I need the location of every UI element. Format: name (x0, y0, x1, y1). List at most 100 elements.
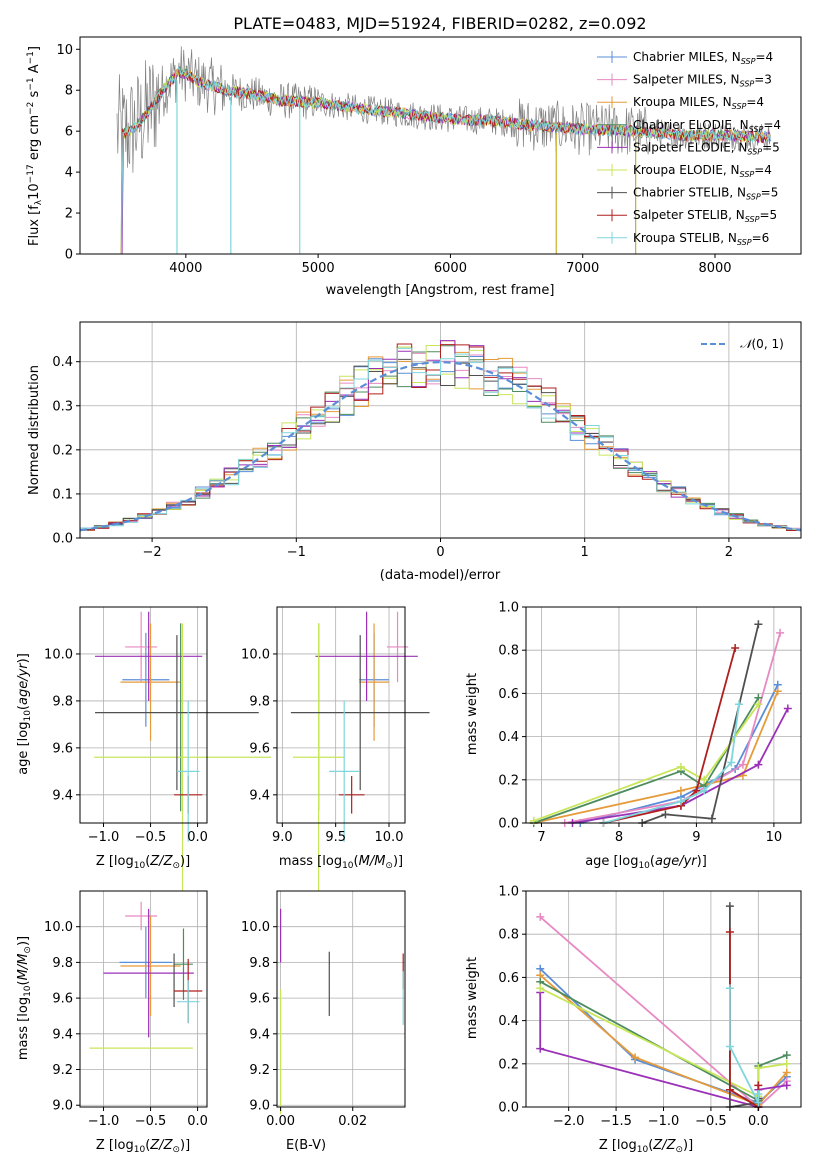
histogram-ylabel: Normed distribution (27, 365, 42, 495)
p5-xlabel: age [log10(age/yr)] (585, 854, 707, 871)
spectrum-xtick-label-3: 7000 (566, 261, 599, 276)
p5-ytick-label-1: 0.2 (498, 773, 519, 788)
p4-ytick-label-1: 9.6 (249, 741, 270, 756)
histogram-step-6 (80, 358, 801, 531)
histogram-xlabel: (data-model)/error (380, 568, 501, 583)
p8-point-4-1 (536, 1044, 545, 1053)
legend-label-4: Salpeter ELODIE, NSSP=5 (633, 140, 780, 156)
p6-xlabel: Z [log10(Z/Z⊙)] (96, 1138, 190, 1155)
p6-frame (79, 890, 208, 1108)
legend-label-1: Salpeter MILES, NSSP=3 (633, 73, 772, 89)
legend-label-3: Chabrier ELODIE, NSSP=4 (633, 118, 781, 134)
spectrum-xtick-label-2: 6000 (434, 261, 467, 276)
histogram-xtick-label-2: 0 (436, 545, 444, 560)
p4-frame (276, 606, 406, 824)
p8-point-5-3 (782, 1059, 791, 1068)
p8-series-line-2 (539, 974, 788, 1106)
p5-point-5-1 (676, 762, 685, 771)
p5-point-7-3 (731, 644, 740, 653)
p8-xtick-label-2: −1.0 (648, 1114, 680, 1129)
p7-xtick-label-0: 0.00 (266, 1114, 295, 1129)
p8-point-8-3 (754, 1090, 763, 1099)
p5-point-4-2 (754, 760, 763, 769)
p8-xlabel: Z [log10(Z/Z⊙)] (599, 1138, 693, 1155)
p8-xtick-label-1: −1.5 (600, 1114, 632, 1129)
p5-point-8-3 (727, 758, 736, 767)
p3-ytick-label-3: 10.0 (44, 647, 73, 662)
spectrum-ytick-label-0: 0 (65, 248, 73, 263)
p5-point-2-1 (676, 786, 685, 795)
p6-ytick-label-0: 9.0 (52, 1099, 73, 1114)
p8-point-8-0 (725, 984, 734, 993)
p5-xtick-label-0: 7 (537, 830, 545, 845)
p7-ytick-label-3: 9.6 (249, 992, 270, 1007)
spectrum-plot-area (116, 46, 772, 254)
p8-ytick-label-5: 1.0 (498, 885, 519, 900)
p6-xtick-label-0: −1.0 (88, 1114, 120, 1129)
p8-point-5-2 (754, 1064, 763, 1073)
p6-ylabel: mass [log10(M/M⊙)] (16, 936, 33, 1060)
p5-ytick-label-3: 0.6 (498, 687, 519, 702)
histogram-legend: 𝒩(0, 1) (701, 337, 784, 351)
p5-series-line-7 (603, 647, 737, 824)
histogram-xtick-label-1: −1 (287, 545, 306, 560)
p6-ytick-label-2: 9.4 (52, 1027, 73, 1042)
p5-xtick-label-1: 8 (615, 830, 623, 845)
p5-point-8-4 (735, 700, 744, 709)
p8-point-7-3 (754, 1081, 763, 1090)
spectrum-ytick-label-5: 10 (56, 43, 73, 58)
p6-ytick-label-3: 9.6 (52, 992, 73, 1007)
p8-xtick-label-3: −0.5 (695, 1114, 727, 1129)
legend-label-8: Kroupa STELIB, NSSP=6 (633, 231, 769, 247)
p3-ytick-label-2: 9.8 (52, 694, 73, 709)
spectrum-ytick-label-4: 8 (65, 84, 73, 99)
p4-xtick-label-1: 9.5 (325, 830, 346, 845)
p5-xtick-label-2: 9 (692, 830, 700, 845)
spectrum-xlabel: wavelength [Angstrom, rest frame] (326, 283, 555, 298)
p5-series-line-3 (533, 697, 760, 824)
p8-series-line-6 (729, 906, 760, 1109)
spectrum-legend: Chabrier MILES, NSSP=4 Salpeter MILES, NS… (597, 50, 781, 247)
model-spectrum-line-8 (118, 66, 771, 254)
p5-ylabel: mass weight (465, 673, 480, 755)
spectrum-ylabel: Flux [fλ10−17 erg cm−2 s−1 A−1] (26, 46, 44, 246)
figure-title: PLATE=0483, MJD=51924, FIBERID=0282, z=0… (233, 14, 646, 33)
p5-series-line-1 (564, 632, 781, 824)
p5-point-1-3 (776, 628, 785, 637)
p7-xlabel: E(B-V) (286, 1138, 326, 1153)
p8-ylabel: mass weight (465, 957, 480, 1039)
p8-point-2-1 (631, 1053, 640, 1062)
p7-ytick-label-4: 9.8 (249, 956, 270, 971)
p8-point-4-4 (782, 1081, 791, 1090)
normal-curve-legend-label: 𝒩(0, 1) (740, 337, 784, 351)
p3-ylabel: age [log10(age/yr)] (16, 653, 33, 775)
p3-xlabel: Z [log10(Z/Z⊙)] (96, 854, 190, 871)
p6-xtick-label-1: −0.5 (135, 1114, 167, 1129)
p8-ytick-label-4: 0.8 (498, 928, 519, 943)
p5-point-2-3 (773, 687, 782, 696)
histogram-ytick-label-4: 0.4 (52, 355, 73, 370)
p8-series-line-8 (729, 988, 760, 1104)
p3-xtick-label-2: 0.0 (187, 830, 208, 845)
p5-series-line-6 (641, 624, 760, 824)
p8-point-3-3 (782, 1051, 791, 1060)
p6-ytick-label-5: 10.0 (44, 920, 73, 935)
p8-point-8-2 (754, 1098, 763, 1107)
p5-point-1-2 (738, 760, 747, 769)
histogram-step-7 (80, 343, 801, 531)
p8-point-8-1 (725, 1042, 734, 1051)
p5-ytick-label-0: 0.0 (498, 817, 519, 832)
normal-distribution-curve (79, 360, 802, 532)
p8-ytick-label-1: 0.2 (498, 1057, 519, 1072)
p5-point-6-1 (661, 810, 670, 819)
p5-point-8-1 (676, 797, 685, 806)
spectrum-xtick-label-4: 8000 (698, 261, 731, 276)
p5-series-line-5 (533, 703, 760, 822)
p8-point-7-0 (725, 928, 734, 937)
legend-label-6: Chabrier STELIB, NSSP=5 (633, 186, 778, 202)
legend-label-7: Salpeter STELIB, NSSP=5 (633, 208, 777, 224)
p5-point-5-0 (529, 816, 538, 825)
p7-xtick-label-1: 0.02 (338, 1114, 367, 1129)
age-vs-mass-panel: 9.0 9.5 10.0 9.4 9.6 9.8 10.0 mass [log10(M/M⊙… (241, 606, 430, 892)
